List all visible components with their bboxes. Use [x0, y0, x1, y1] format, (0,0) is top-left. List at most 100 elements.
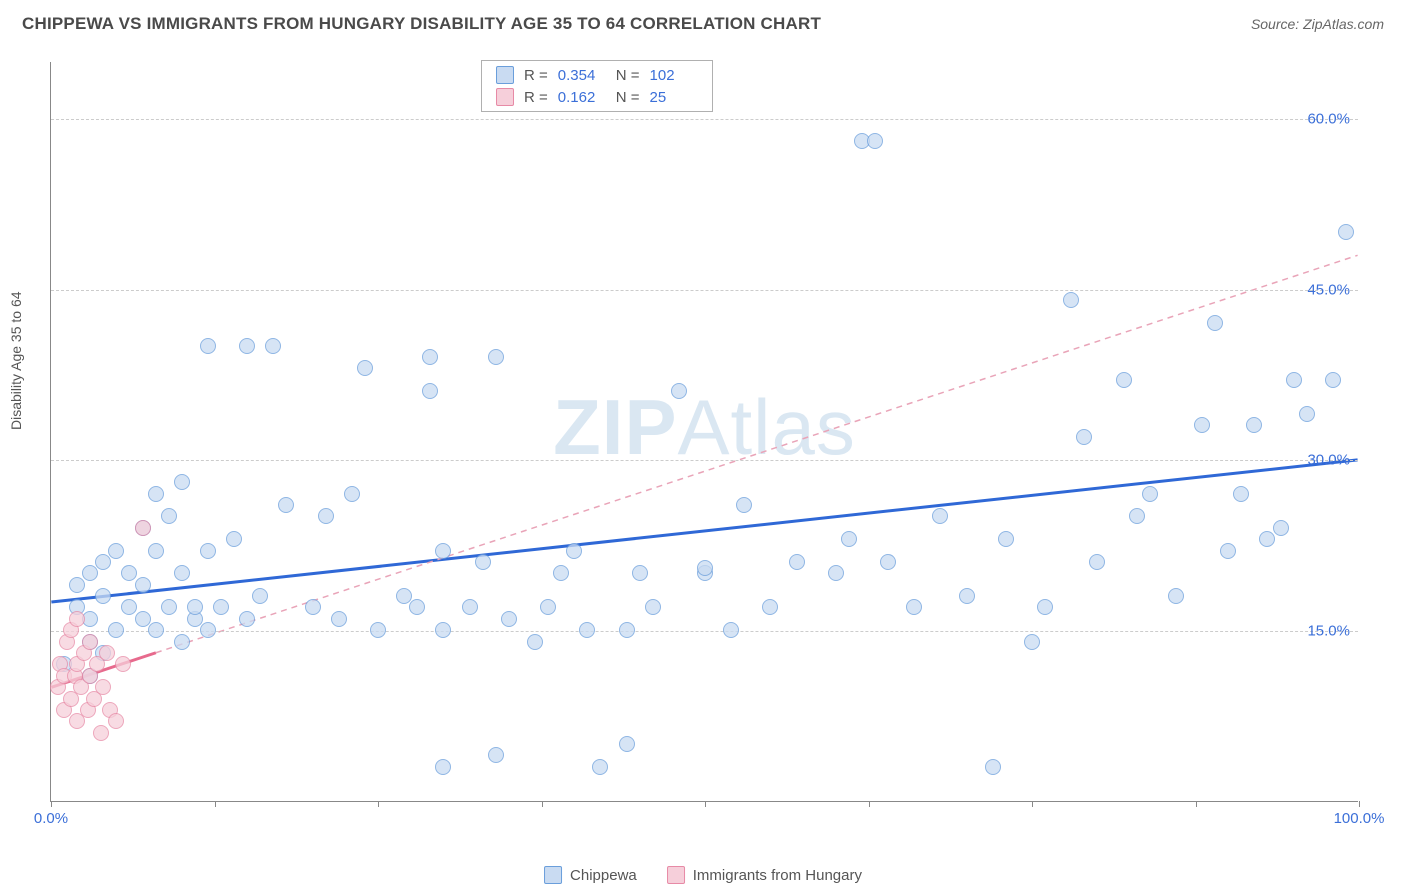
scatter-point — [1207, 315, 1223, 331]
y-axis-label: Disability Age 35 to 64 — [8, 291, 24, 430]
scatter-point — [226, 531, 242, 547]
gridline — [51, 290, 1358, 291]
scatter-point — [959, 588, 975, 604]
legend-n-label: N = — [616, 89, 640, 106]
scatter-point — [213, 599, 229, 615]
scatter-point — [566, 543, 582, 559]
scatter-point — [998, 531, 1014, 547]
scatter-point — [1089, 554, 1105, 570]
gridline — [51, 631, 1358, 632]
scatter-point — [95, 554, 111, 570]
scatter-point — [1259, 531, 1275, 547]
scatter-point — [1220, 543, 1236, 559]
legend-n-2: 25 — [650, 89, 698, 106]
bottom-label-2: Immigrants from Hungary — [693, 867, 862, 884]
plot-area: ZIPAtlas R = 0.354 N = 102 R = 0.162 N =… — [50, 62, 1358, 802]
scatter-point — [357, 360, 373, 376]
scatter-point — [318, 508, 334, 524]
xtick — [1196, 801, 1197, 807]
xtick — [1032, 801, 1033, 807]
scatter-point — [1037, 599, 1053, 615]
xtick — [542, 801, 543, 807]
xtick — [869, 801, 870, 807]
ytick-label: 30.0% — [1307, 452, 1350, 469]
scatter-point — [985, 759, 1001, 775]
scatter-point — [1194, 417, 1210, 433]
scatter-point — [95, 588, 111, 604]
scatter-point — [488, 349, 504, 365]
scatter-point — [553, 565, 569, 581]
xtick — [51, 801, 52, 807]
scatter-point — [435, 543, 451, 559]
scatter-point — [135, 577, 151, 593]
watermark-light: Atlas — [677, 382, 855, 470]
scatter-point — [789, 554, 805, 570]
ytick-label: 15.0% — [1307, 623, 1350, 640]
scatter-point — [278, 497, 294, 513]
scatter-point — [723, 622, 739, 638]
scatter-point — [422, 383, 438, 399]
scatter-point — [108, 713, 124, 729]
scatter-point — [174, 474, 190, 490]
scatter-point — [1338, 224, 1354, 240]
scatter-point — [148, 622, 164, 638]
legend-r-2: 0.162 — [558, 89, 606, 106]
scatter-point — [527, 634, 543, 650]
scatter-point — [880, 554, 896, 570]
scatter-point — [108, 622, 124, 638]
scatter-point — [200, 543, 216, 559]
scatter-point — [1076, 429, 1092, 445]
correlation-legend: R = 0.354 N = 102 R = 0.162 N = 25 — [481, 60, 713, 112]
scatter-point — [200, 622, 216, 638]
scatter-point — [135, 611, 151, 627]
scatter-point — [121, 599, 137, 615]
scatter-point — [867, 133, 883, 149]
scatter-point — [1116, 372, 1132, 388]
trend-lines — [51, 62, 1358, 801]
bottom-swatch-1 — [544, 866, 562, 884]
xtick — [705, 801, 706, 807]
xtick-label-start: 0.0% — [34, 810, 68, 827]
legend-r-label: R = — [524, 67, 548, 84]
scatter-point — [1325, 372, 1341, 388]
scatter-point — [422, 349, 438, 365]
scatter-point — [579, 622, 595, 638]
scatter-point — [370, 622, 386, 638]
scatter-point — [252, 588, 268, 604]
scatter-point — [305, 599, 321, 615]
scatter-point — [435, 759, 451, 775]
scatter-point — [501, 611, 517, 627]
scatter-point — [239, 611, 255, 627]
xtick — [215, 801, 216, 807]
legend-n-1: 102 — [650, 67, 698, 84]
xtick-label-end: 100.0% — [1334, 810, 1385, 827]
scatter-point — [200, 338, 216, 354]
scatter-point — [1168, 588, 1184, 604]
scatter-point — [1233, 486, 1249, 502]
scatter-point — [148, 543, 164, 559]
scatter-point — [148, 486, 164, 502]
xtick — [1359, 801, 1360, 807]
watermark: ZIPAtlas — [553, 381, 856, 472]
gridline — [51, 119, 1358, 120]
legend-row-1: R = 0.354 N = 102 — [482, 64, 712, 86]
legend-r-1: 0.354 — [558, 67, 606, 84]
scatter-point — [1129, 508, 1145, 524]
scatter-point — [645, 599, 661, 615]
scatter-point — [82, 634, 98, 650]
scatter-point — [161, 599, 177, 615]
scatter-point — [592, 759, 608, 775]
scatter-point — [1246, 417, 1262, 433]
bottom-label-1: Chippewa — [570, 867, 637, 884]
chart-title: CHIPPEWA VS IMMIGRANTS FROM HUNGARY DISA… — [22, 14, 821, 34]
ytick-label: 45.0% — [1307, 281, 1350, 298]
scatter-point — [331, 611, 347, 627]
scatter-point — [161, 508, 177, 524]
scatter-point — [344, 486, 360, 502]
legend-r-label: R = — [524, 89, 548, 106]
legend-swatch-2 — [496, 88, 514, 106]
scatter-point — [239, 338, 255, 354]
scatter-point — [736, 497, 752, 513]
scatter-point — [396, 588, 412, 604]
scatter-point — [671, 383, 687, 399]
